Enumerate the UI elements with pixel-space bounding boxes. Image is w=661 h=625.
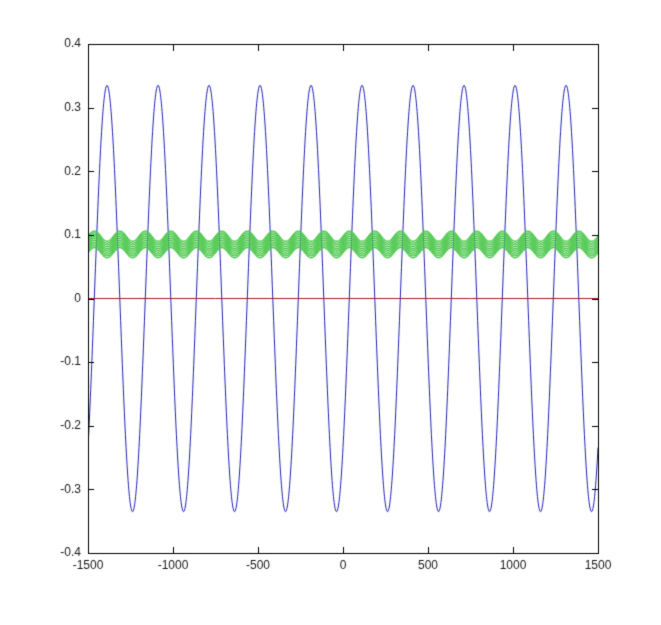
- matlab-figure-window: [0, 0, 661, 625]
- plot-canvas: [0, 0, 661, 625]
